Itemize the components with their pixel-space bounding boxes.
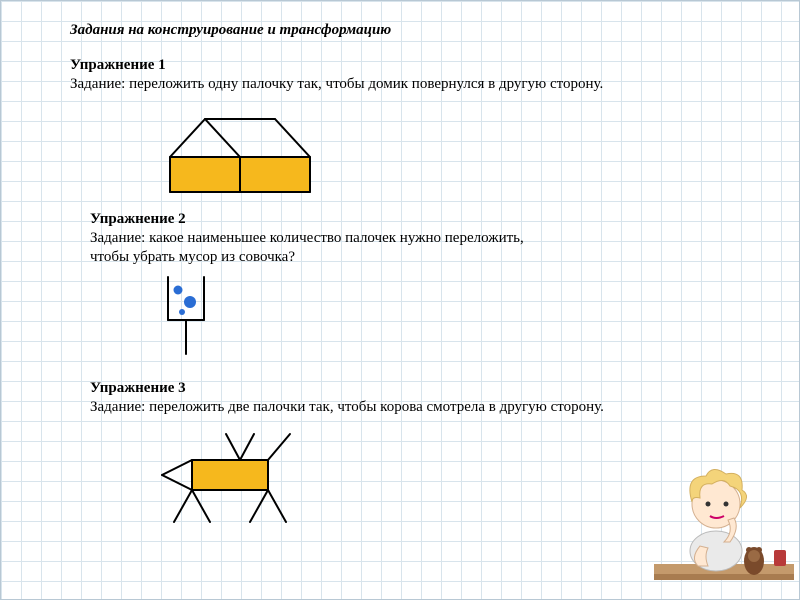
exercise-3: Упражнение 3 Задание: переложить две пал… [90,380,730,528]
exercise-1-heading: Упражнение 1 [70,57,730,74]
exercise-3-figure [150,428,730,528]
house-icon [160,107,330,197]
dustpan-icon [160,272,220,362]
cow-icon [150,428,320,528]
exercise-1-figure [160,107,730,197]
exercise-3-heading: Упражнение 3 [90,380,730,397]
exercise-2-task-line1: Задание: какое наименьшее количество пал… [90,230,730,247]
exercise-2-task-line2: чтобы убрать мусор из совочка? [90,249,730,266]
exercise-1-task: Задание: переложить одну палочку так, чт… [70,76,730,93]
page-title: Задания на конструирование и трансформац… [70,22,730,39]
child-at-desk-icon [654,446,794,596]
exercise-2-figure [160,272,730,362]
exercise-2: Упражнение 2 Задание: какое наименьшее к… [90,211,730,362]
exercise-1: Упражнение 1 Задание: переложить одну па… [70,57,730,197]
exercise-3-task: Задание: переложить две палочки так, что… [90,399,730,416]
exercise-2-heading: Упражнение 2 [90,211,730,228]
